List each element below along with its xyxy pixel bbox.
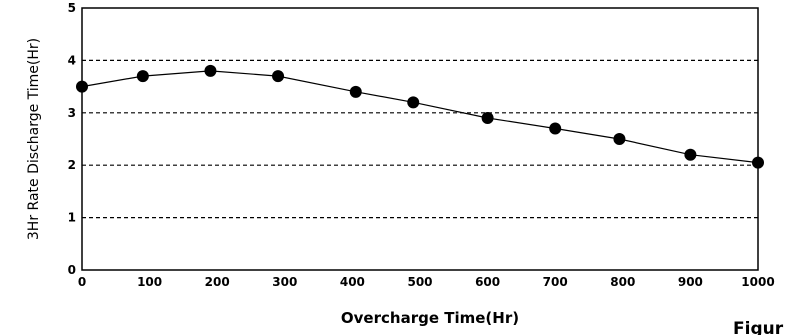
y-axis-title: 3Hr Rate Discharge Time(Hr) xyxy=(26,38,42,240)
y-tick-label: 3 xyxy=(68,106,76,120)
x-tick-label: 900 xyxy=(678,275,703,289)
y-tick-label: 5 xyxy=(68,1,76,15)
x-tick-label: 300 xyxy=(272,275,297,289)
x-tick-label: 100 xyxy=(137,275,162,289)
plot-frame xyxy=(81,7,759,271)
data-point xyxy=(549,122,562,135)
data-point xyxy=(76,80,88,93)
x-tick-label: 700 xyxy=(543,275,568,289)
grid-lines xyxy=(82,59,758,219)
data-point xyxy=(481,112,494,125)
data-point xyxy=(684,148,697,161)
figure-caption: Figur xyxy=(733,319,784,335)
data-points xyxy=(76,64,764,169)
series-line xyxy=(81,70,759,164)
x-tick-label: 0 xyxy=(78,275,86,289)
x-tick-label: 400 xyxy=(340,275,365,289)
y-tick-label: 0 xyxy=(68,263,76,277)
x-tick-label: 600 xyxy=(475,275,500,289)
x-tick-label: 500 xyxy=(407,275,432,289)
x-tick-label: 1000 xyxy=(741,275,774,289)
y-tick-label: 4 xyxy=(68,53,76,67)
y-tick-label: 1 xyxy=(68,211,76,225)
x-tick-labels: 0 100 200 300 400 500 600 700 800 900 1000 xyxy=(78,275,775,289)
data-point xyxy=(752,156,764,169)
data-point xyxy=(407,96,420,109)
data-point xyxy=(613,133,626,145)
x-tick-label: 800 xyxy=(610,275,635,289)
x-tick-label: 200 xyxy=(205,275,230,289)
data-point xyxy=(204,64,217,77)
y-tick-labels: 0 1 2 3 4 5 xyxy=(68,1,76,277)
data-point xyxy=(349,85,362,98)
data-point xyxy=(272,70,285,83)
y-tick-label: 2 xyxy=(68,158,76,172)
x-axis-title: Overcharge Time(Hr) xyxy=(341,309,519,327)
data-point xyxy=(136,70,149,83)
